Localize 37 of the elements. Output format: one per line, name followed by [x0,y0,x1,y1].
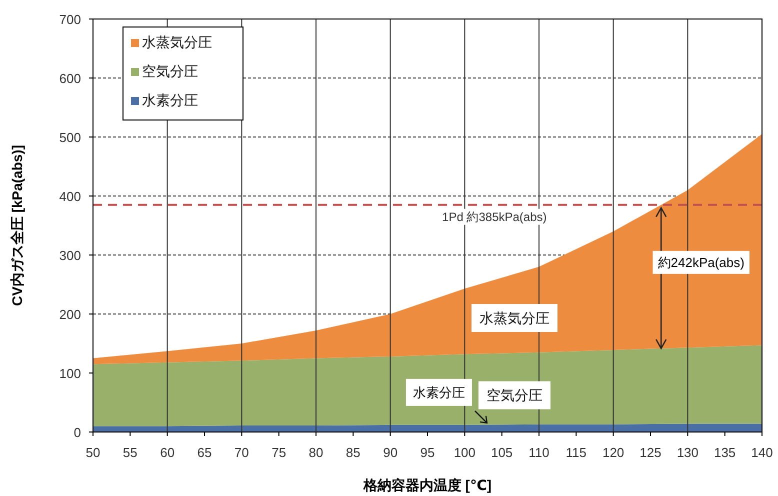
y-tick-label: 100 [59,366,81,381]
annotation: 水蒸気分圧 [479,310,550,326]
ref-line-label: 1Pd 約385kPa(abs) [442,210,547,224]
x-tick-label: 80 [308,445,324,460]
x-tick-label: 60 [160,445,175,460]
legend-label: 水素分圧 [142,92,198,108]
y-tick-label: 300 [59,248,81,263]
x-tick-label: 110 [528,445,550,460]
y-tick-label: 500 [59,130,81,145]
x-tick-label: 55 [122,445,138,460]
annotation: 空気分圧 [486,387,542,404]
x-tick-label: 100 [454,445,476,460]
x-tick-label: 50 [86,445,100,460]
y-tick-label: 400 [59,189,81,204]
x-tick-label: 130 [676,445,699,460]
x-tick-label: 95 [420,445,435,460]
x-tick-label: 140 [751,445,773,460]
x-tick-label: 125 [640,445,662,460]
y-tick-label: 0 [74,425,81,440]
x-tick-label: 65 [197,445,212,460]
legend-label: 空気分圧 [142,63,198,79]
legend-label: 水蒸気分圧 [142,34,212,50]
y-tick-label: 200 [59,307,81,322]
x-tick-label: 135 [714,445,736,460]
annotation: 水素分圧 [412,384,465,400]
x-tick-label: 85 [346,445,360,460]
x-tick-label: 70 [234,445,249,460]
x-tick-label: 90 [383,445,398,460]
annotation: 約242kPa(abs) [658,254,744,270]
y-tick-label: 700 [59,12,81,27]
x-axis-title: 格納容器内温度 [℃] [362,477,492,493]
x-tick-label: 115 [566,445,587,460]
x-tick-label: 75 [272,445,286,460]
y-tick-label: 600 [59,71,81,86]
x-tick-label: 120 [602,445,624,460]
x-tick-label: 105 [490,445,513,460]
y-axis-title: CV内ガス全圧 [kPa(abs)] [9,144,25,306]
